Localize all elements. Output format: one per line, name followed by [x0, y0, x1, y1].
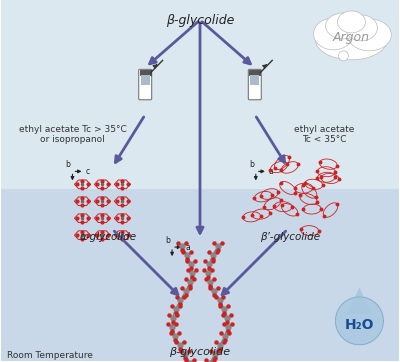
- Ellipse shape: [338, 11, 366, 33]
- Ellipse shape: [316, 20, 387, 60]
- Circle shape: [338, 51, 348, 61]
- Text: β-glycolide: β-glycolide: [170, 347, 230, 357]
- Bar: [140, 70, 151, 75]
- Text: β’-glycolide: β’-glycolide: [260, 232, 320, 242]
- Polygon shape: [336, 297, 383, 345]
- Text: β-glycolide: β-glycolide: [166, 14, 234, 27]
- FancyBboxPatch shape: [248, 70, 261, 100]
- Text: b: b: [165, 236, 170, 245]
- Text: α-glycolide: α-glycolide: [80, 232, 137, 242]
- Text: a: a: [185, 243, 190, 252]
- Text: b: b: [249, 160, 254, 169]
- Bar: [250, 75, 259, 85]
- Ellipse shape: [326, 13, 362, 39]
- Text: ethyl acetate
Tc < 35°C: ethyl acetate Tc < 35°C: [294, 125, 355, 144]
- Text: Room Temperature: Room Temperature: [7, 351, 92, 360]
- Text: H₂O: H₂O: [345, 318, 374, 332]
- FancyBboxPatch shape: [139, 70, 152, 100]
- Ellipse shape: [348, 19, 391, 51]
- Bar: [249, 70, 260, 75]
- Text: a: a: [269, 167, 274, 176]
- Text: Argon: Argon: [333, 31, 370, 45]
- Text: ethyl acetate Tc > 35°C
or isopropanol: ethyl acetate Tc > 35°C or isopropanol: [18, 125, 126, 144]
- Text: c: c: [86, 167, 90, 176]
- Ellipse shape: [314, 18, 354, 50]
- Ellipse shape: [346, 15, 377, 41]
- Bar: [1, 189, 399, 361]
- Text: b: b: [66, 160, 70, 169]
- Bar: [141, 75, 150, 85]
- Polygon shape: [348, 287, 371, 313]
